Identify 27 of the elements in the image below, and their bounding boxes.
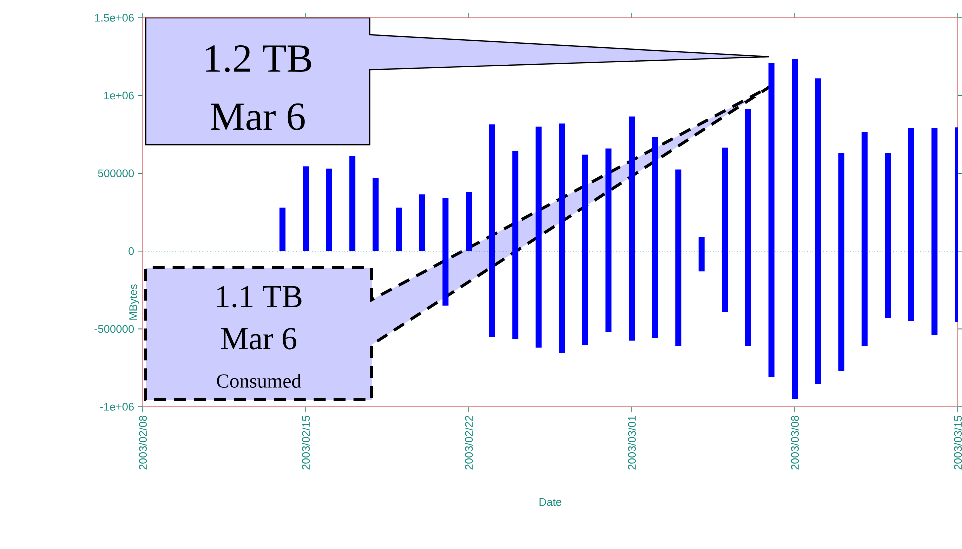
x-tick-label: 2003/02/15: [302, 416, 310, 470]
annotation: 1.1 TB: [218, 286, 302, 308]
x-tick-label: 2003/02/22: [464, 416, 474, 470]
y-tick-label: 0: [128, 248, 134, 256]
annotation: Consumed: [217, 374, 302, 388]
bar: [350, 156, 356, 252]
bar: [326, 168, 332, 252]
y-tick-label: -500000: [94, 325, 134, 334]
x-tick-label: 2003/03/08: [790, 416, 800, 470]
y-tick-label: 1.5e+06: [95, 14, 134, 22]
annotation: Mar 6: [221, 328, 297, 350]
x-tick-label: 2003/03/15: [954, 416, 962, 470]
bar: [396, 208, 402, 252]
y-axis-title: MBytes: [130, 284, 140, 320]
y-tick-label: 500000: [98, 170, 134, 178]
x-tick-label: 2003/02/08: [138, 416, 148, 470]
y-tick-label: -1e+06: [100, 403, 134, 411]
bar: [419, 194, 426, 252]
bar: [303, 166, 310, 252]
bar: [280, 208, 286, 252]
bar: [372, 178, 379, 252]
x-tick-label: 2003/03/01: [628, 416, 636, 470]
bar: [466, 192, 472, 252]
x-axis-title: Date: [540, 498, 562, 506]
y-tick-label: 1e+06: [104, 92, 134, 100]
annotation: 1.2 TB: [206, 46, 312, 72]
annotation: Mar 6: [211, 104, 305, 130]
